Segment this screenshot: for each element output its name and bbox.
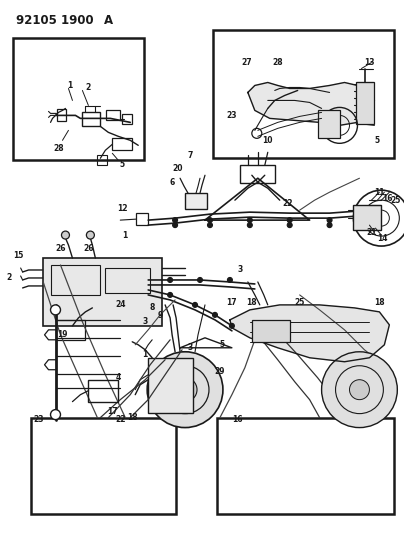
Polygon shape xyxy=(248,83,374,125)
Bar xyxy=(51,265,100,295)
Bar xyxy=(105,268,150,293)
Circle shape xyxy=(173,223,177,228)
Bar xyxy=(136,213,148,225)
Text: A: A xyxy=(104,14,113,27)
Text: 18: 18 xyxy=(247,298,257,308)
Text: 25: 25 xyxy=(294,298,305,308)
Circle shape xyxy=(192,302,198,308)
Text: 18: 18 xyxy=(374,298,385,308)
Circle shape xyxy=(207,223,213,228)
Text: 3: 3 xyxy=(237,265,243,274)
Bar xyxy=(112,139,132,150)
Text: 4: 4 xyxy=(116,373,121,382)
Text: 19: 19 xyxy=(57,330,68,340)
Text: 1: 1 xyxy=(123,231,128,239)
Bar xyxy=(252,320,290,342)
Bar xyxy=(31,418,176,514)
Text: 3: 3 xyxy=(188,343,193,352)
Circle shape xyxy=(51,410,60,419)
Text: 5: 5 xyxy=(220,340,224,349)
Circle shape xyxy=(287,223,292,228)
Circle shape xyxy=(322,352,397,427)
Text: 16: 16 xyxy=(382,193,392,203)
Text: 1: 1 xyxy=(67,81,72,90)
Text: 23: 23 xyxy=(227,111,237,120)
Text: 18: 18 xyxy=(127,413,138,422)
Circle shape xyxy=(350,379,369,400)
Text: 26: 26 xyxy=(55,244,66,253)
Text: 2: 2 xyxy=(6,273,11,282)
Text: 5: 5 xyxy=(375,136,380,145)
Text: 20: 20 xyxy=(173,164,183,173)
Text: 14: 14 xyxy=(377,233,388,243)
Circle shape xyxy=(213,312,217,317)
Text: 7: 7 xyxy=(188,151,193,160)
Polygon shape xyxy=(230,305,389,362)
Circle shape xyxy=(147,352,223,427)
Text: 5: 5 xyxy=(120,160,125,169)
Bar xyxy=(97,155,107,165)
Bar xyxy=(13,38,144,160)
Circle shape xyxy=(247,217,252,223)
Text: 3: 3 xyxy=(143,317,148,326)
Text: 1: 1 xyxy=(143,350,148,359)
Bar xyxy=(240,165,275,183)
Bar xyxy=(318,110,339,139)
Text: 28: 28 xyxy=(273,58,283,67)
Text: 15: 15 xyxy=(13,251,24,260)
Text: 21: 21 xyxy=(366,228,377,237)
Text: 2: 2 xyxy=(86,83,91,92)
Circle shape xyxy=(173,217,177,223)
Text: 25: 25 xyxy=(390,196,401,205)
Bar xyxy=(354,205,382,230)
Circle shape xyxy=(247,223,252,228)
Text: 24: 24 xyxy=(115,301,126,309)
Text: 23: 23 xyxy=(33,415,44,424)
Circle shape xyxy=(86,231,94,239)
Bar xyxy=(122,115,132,124)
Text: 10: 10 xyxy=(262,136,273,145)
Text: 9: 9 xyxy=(158,311,163,320)
Bar xyxy=(217,418,394,514)
Text: 11: 11 xyxy=(374,188,385,197)
Text: 6: 6 xyxy=(169,177,175,187)
Circle shape xyxy=(327,217,332,223)
Text: 92105 1900: 92105 1900 xyxy=(16,14,93,27)
Bar xyxy=(43,258,162,326)
Bar xyxy=(57,109,66,122)
Bar xyxy=(185,193,207,209)
Bar xyxy=(55,320,85,340)
Bar xyxy=(107,110,120,120)
Text: 13: 13 xyxy=(364,58,375,67)
Text: 22: 22 xyxy=(115,415,126,424)
Bar xyxy=(213,30,394,158)
Text: 29: 29 xyxy=(215,367,225,376)
Text: 16: 16 xyxy=(232,415,243,424)
Text: 27: 27 xyxy=(241,58,252,67)
Text: 17: 17 xyxy=(226,298,237,308)
Text: 26: 26 xyxy=(83,244,94,253)
Circle shape xyxy=(198,278,202,282)
Bar xyxy=(148,358,193,413)
Bar xyxy=(356,83,374,124)
Circle shape xyxy=(168,293,173,297)
Circle shape xyxy=(173,378,197,402)
Circle shape xyxy=(62,231,70,239)
Circle shape xyxy=(229,324,234,328)
Text: 8: 8 xyxy=(149,303,155,312)
Circle shape xyxy=(51,305,60,315)
Text: 22: 22 xyxy=(282,199,293,208)
Circle shape xyxy=(287,217,292,223)
Circle shape xyxy=(207,217,213,223)
Circle shape xyxy=(168,278,173,282)
Text: 12: 12 xyxy=(117,204,128,213)
Bar xyxy=(88,379,118,402)
Text: 17: 17 xyxy=(107,407,117,416)
Circle shape xyxy=(228,278,232,282)
Circle shape xyxy=(327,223,332,228)
Text: 28: 28 xyxy=(53,144,64,153)
Bar xyxy=(82,112,100,126)
